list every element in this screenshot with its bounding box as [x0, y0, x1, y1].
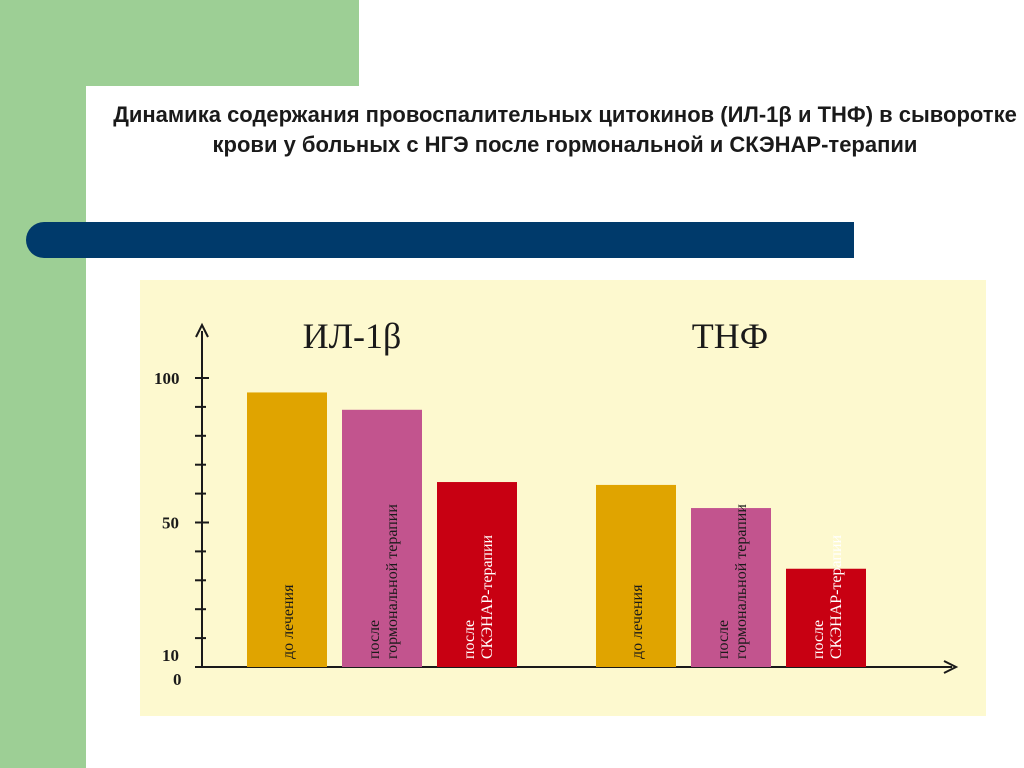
bar-label: после	[715, 620, 732, 659]
bar	[596, 484, 676, 667]
x-axis-arrow	[943, 660, 959, 674]
slide-title: Динамика содержания провоспалительных ци…	[113, 102, 1017, 157]
bar	[247, 392, 327, 667]
group-title: ТНФ	[692, 316, 768, 356]
y-tick-label: 0	[173, 670, 182, 689]
chart-bars	[247, 392, 866, 667]
bar-label: после	[366, 620, 383, 659]
bar-label: гормональной терапии	[384, 504, 401, 659]
bar-label: после	[461, 620, 478, 659]
bar-label: СКЭНАР-терапии	[479, 534, 496, 659]
green-top-band	[86, 0, 359, 86]
y-tick-label: 50	[162, 514, 179, 533]
bar-label: гормональной терапии	[733, 504, 750, 659]
group-titles: ИЛ-1β ТНФ	[303, 316, 769, 356]
bar-label: до лечения	[629, 584, 646, 659]
green-side-band	[0, 0, 86, 768]
rounded-corner-decoration	[86, 86, 206, 206]
y-axis-arrow	[195, 322, 209, 338]
bar	[691, 508, 771, 667]
group-title: ИЛ-1β	[303, 316, 402, 356]
y-tick-label: 100	[154, 369, 180, 388]
y-tick-label: 10	[162, 646, 179, 665]
bar-label: СКЭНАР-терапии	[828, 534, 845, 659]
bar	[342, 409, 422, 667]
bar-label: до лечения	[280, 584, 297, 659]
bar	[437, 482, 517, 667]
bar	[786, 568, 866, 667]
bar-label: после	[810, 620, 827, 659]
title-divider-bar	[26, 222, 854, 258]
